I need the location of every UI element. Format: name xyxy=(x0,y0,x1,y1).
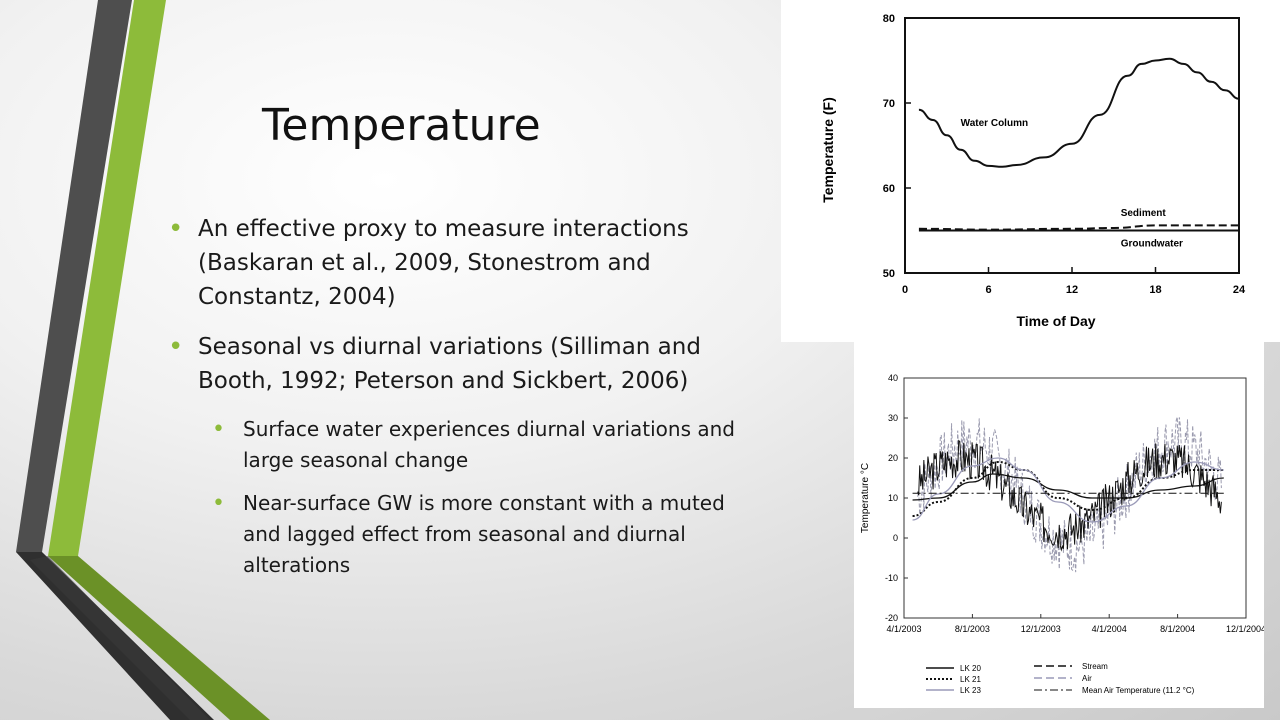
x-tick-label: 12/1/2003 xyxy=(1021,624,1061,634)
y-tick-label: 10 xyxy=(888,493,898,503)
series-line-lk-20 xyxy=(912,473,1224,501)
y-tick-label: 70 xyxy=(883,98,895,110)
y-axis-label: Temperature (F) xyxy=(820,97,836,203)
y-tick-label: 80 xyxy=(883,13,895,25)
bullet-text: Seasonal vs diurnal variations (Silliman… xyxy=(198,334,701,394)
dark-stripe-upper xyxy=(16,0,132,552)
y-tick-label: 20 xyxy=(888,453,898,463)
y-tick-label: 40 xyxy=(888,373,898,383)
bullet-text: An effective proxy to measure interactio… xyxy=(198,216,689,310)
annotation-label: Groundwater xyxy=(1121,239,1183,250)
y-axis-label: Temperature °C xyxy=(860,463,871,533)
bullet-item: • An effective proxy to measure interact… xyxy=(168,212,748,314)
bullet-item: • Seasonal vs diurnal variations (Sillim… xyxy=(168,330,748,398)
sub-bullet-item: • Surface water experiences diurnal vari… xyxy=(198,414,748,476)
diurnal-chart-svg: 0 6 12 18 24 50 60 70 80 Water Column Sediment Grou… xyxy=(820,13,1246,329)
bullet-dot-icon: • xyxy=(168,214,184,244)
x-tick-label: 12 xyxy=(1066,284,1078,296)
slide-title: Temperature xyxy=(262,100,541,151)
x-tick-label: 6 xyxy=(985,284,991,296)
bullet-dot-icon: • xyxy=(168,332,184,362)
bullet-dot-icon: • xyxy=(212,417,225,442)
legend-label: LK 20 xyxy=(960,664,981,673)
legend-label: Stream xyxy=(1082,662,1108,671)
bullet-list: • An effective proxy to measure interact… xyxy=(168,212,748,593)
legend-label: Air xyxy=(1082,674,1092,683)
x-tick-label: 4/1/2004 xyxy=(1092,624,1127,634)
x-tick-label: 24 xyxy=(1233,284,1246,296)
sub-bullet-text: Surface water experiences diurnal variat… xyxy=(243,417,736,472)
annotation-label: Water Column xyxy=(961,118,1028,129)
sub-bullet-text: Near-surface GW is more constant with a … xyxy=(243,491,725,577)
x-tick-label: 8/1/2003 xyxy=(955,624,990,634)
x-tick-label: 18 xyxy=(1149,284,1161,296)
legend-label: Mean Air Temperature (11.2 °C) xyxy=(1082,686,1195,695)
shadow-stripe xyxy=(30,556,210,720)
x-tick-label: 0 xyxy=(902,284,908,296)
series-line-sediment xyxy=(918,224,1239,231)
seasonal-chart-svg: 4/1/2003 8/1/2003 12/1/2003 4/1/2004 8/1/200… xyxy=(860,373,1266,695)
x-tick-label: 8/1/2004 xyxy=(1160,624,1195,634)
bullet-dot-icon: • xyxy=(212,491,225,516)
series-line-lk-21 xyxy=(912,460,1224,517)
green-stripe-lower xyxy=(48,556,270,720)
green-stripe-upper xyxy=(48,0,166,556)
x-tick-label: 12/1/2004 xyxy=(1226,624,1264,634)
y-tick-label: 0 xyxy=(893,533,898,543)
annotation-label: Sediment xyxy=(1121,208,1167,219)
series-line-lk-23 xyxy=(912,457,1224,523)
series-line-stream xyxy=(917,439,1222,552)
y-tick-label: -10 xyxy=(885,573,898,583)
sub-bullet-item: • Near-surface GW is more constant with … xyxy=(198,488,748,581)
x-tick-label: 4/1/2003 xyxy=(886,624,921,634)
y-tick-label: -20 xyxy=(885,613,898,623)
series-line-air xyxy=(917,416,1222,573)
plot-frame xyxy=(903,377,1247,619)
x-axis-label: Time of Day xyxy=(1016,313,1095,329)
y-tick-label: 50 xyxy=(883,268,895,280)
legend-label: LK 21 xyxy=(960,675,981,684)
seasonal-temperature-chart: 4/1/2003 8/1/2003 12/1/2003 4/1/2004 8/1/200… xyxy=(854,342,1266,708)
y-tick-label: 60 xyxy=(883,183,895,195)
y-tick-label: 30 xyxy=(888,413,898,423)
series-line-water-column xyxy=(918,57,1240,168)
legend-label: LK 23 xyxy=(960,686,981,695)
diurnal-temperature-chart: 0 6 12 18 24 50 60 70 80 Water Column Sediment Grou… xyxy=(781,0,1280,342)
